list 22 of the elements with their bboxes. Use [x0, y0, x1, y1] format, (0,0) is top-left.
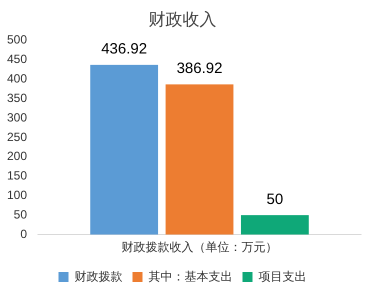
y-tick-label: 250	[6, 130, 28, 144]
chart-title: 财政收入	[148, 10, 216, 29]
y-tick-label: 50	[14, 207, 28, 222]
x-tick-label: 财政拨款收入（单位：万元）	[122, 240, 278, 254]
y-tick-label: 100	[6, 188, 28, 202]
bar	[240, 215, 309, 235]
legend-label: 项目支出	[258, 269, 306, 284]
y-tick-label: 450	[6, 52, 28, 66]
legend-label: 其中：基本支出	[148, 269, 232, 284]
y-tick-label: 0	[20, 226, 28, 241]
data-label: 50	[266, 190, 284, 208]
data-label: 436.92	[101, 40, 148, 58]
y-tick-label: 500	[6, 32, 28, 47]
bar	[166, 84, 234, 235]
y-tick-label: 150	[6, 168, 28, 183]
y-tick-label: 400	[6, 72, 28, 86]
y-tick-label: 200	[6, 149, 28, 164]
bar	[90, 64, 158, 235]
legend-label: 财政拨款	[74, 269, 122, 284]
data-label: 386.92	[176, 60, 222, 77]
y-tick-label: 350	[6, 90, 28, 105]
y-tick-label: 300	[6, 110, 28, 124]
